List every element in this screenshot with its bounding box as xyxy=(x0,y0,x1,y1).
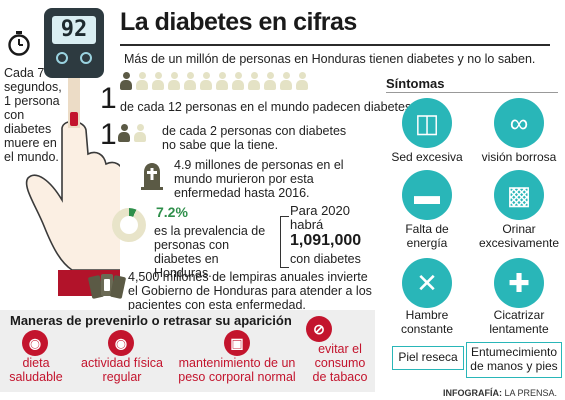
meter-button-right xyxy=(80,52,92,64)
prevalence-percent: 7.2% xyxy=(156,204,188,220)
bed-icon: ▬ xyxy=(402,170,452,220)
symptom-label-vision: visión borrosa xyxy=(481,150,557,164)
symptoms-title: Síntomas xyxy=(386,76,445,91)
intro-text: Más de un millón de personas en Honduras… xyxy=(124,52,536,66)
prevention-label-activity: actividad física regular xyxy=(81,356,163,384)
prevention-label-tobacco: evitar el consumo de tabaco xyxy=(312,342,368,384)
blood-drop xyxy=(70,112,78,126)
person-icon xyxy=(120,72,132,90)
prevalence-text: es la prevalencia de personas con diabet… xyxy=(154,224,266,280)
person-icon xyxy=(184,72,196,90)
food-icon: ◉ xyxy=(22,330,48,356)
symptom-label-urination: Orinar excesivamente xyxy=(478,222,560,250)
credit-label: INFOGRAFÍA: xyxy=(442,388,502,398)
glasses-icon: ∞ xyxy=(494,98,544,148)
people-row-2 xyxy=(118,124,146,142)
stopwatch-icon xyxy=(8,31,30,56)
person-icon xyxy=(216,72,228,90)
person-icon xyxy=(152,72,164,90)
person-icon xyxy=(232,72,244,90)
credit-line: INFOGRAFÍA: LA PRENSA. xyxy=(443,388,557,398)
person-icon xyxy=(296,72,308,90)
projection-number: 1,091,000 xyxy=(290,232,362,249)
stat-2-number: 1 xyxy=(100,118,117,151)
clock-stat-text: Cada 7 segundos, 1 persona con diabetes … xyxy=(4,66,62,164)
page-title: La diabetes en cifras xyxy=(120,8,357,36)
person-icon xyxy=(280,72,292,90)
projection-tail: con diabetes xyxy=(290,252,361,266)
prevention-label-diet: dieta saludable xyxy=(9,356,63,384)
bracket-divider xyxy=(280,216,289,268)
symptom-label-thirst: Sed excesiva xyxy=(391,150,463,164)
toilet-icon: ▩ xyxy=(494,170,544,220)
person-icon xyxy=(168,72,180,90)
symptom-label-energy: Falta de energía xyxy=(405,222,449,250)
fork-knife-icon: ✕ xyxy=(402,258,452,308)
glass-icon: ◫ xyxy=(402,98,452,148)
tombstone-icon xyxy=(141,163,163,190)
bandage-icon: ✚ xyxy=(494,258,544,308)
money-icon xyxy=(88,274,126,299)
prevention-title: Maneras de prevenirlo o retrasar su apar… xyxy=(10,313,292,328)
projection-lead: Para 2020 habrá xyxy=(290,203,350,232)
person-icon xyxy=(200,72,212,90)
person-icon xyxy=(136,72,148,90)
person-icon xyxy=(134,124,146,142)
stat-12-text: de cada 12 personas en el mundo padecen … xyxy=(120,100,415,114)
scale-icon: ▣ xyxy=(224,330,250,356)
prevention-label-weight: mantenimiento de un peso corporal normal xyxy=(178,356,296,384)
person-icon xyxy=(248,72,260,90)
title-divider xyxy=(120,44,550,46)
stat-2-text: de cada 2 personas con diabetes no sabe … xyxy=(162,124,347,152)
people-row-12 xyxy=(120,72,308,90)
symptoms-divider xyxy=(386,92,558,93)
person-icon xyxy=(118,124,130,142)
symptom-box-dry-skin: Piel reseca xyxy=(392,346,464,370)
meter-button-left xyxy=(56,52,68,64)
donut-hole xyxy=(120,216,138,234)
symptom-label-healing: Cicatrizar lentamente xyxy=(489,308,549,336)
bike-icon: ◉ xyxy=(108,330,134,356)
no-smoking-icon: ⊘ xyxy=(306,316,332,342)
person-icon xyxy=(264,72,276,90)
deaths-text: 4.9 millones de personas en el mundo mur… xyxy=(174,158,344,200)
stat-12-number: 1 xyxy=(100,82,117,115)
symptom-box-numbness: Entumecimiento de manos y pies xyxy=(466,342,562,378)
credit-source: LA PRENSA. xyxy=(501,388,557,398)
symptom-label-hunger: Hambre constante xyxy=(400,308,454,336)
meter-display: 92 xyxy=(52,16,96,44)
money-text: 4,500 millones de lempiras anuales invie… xyxy=(128,270,372,312)
